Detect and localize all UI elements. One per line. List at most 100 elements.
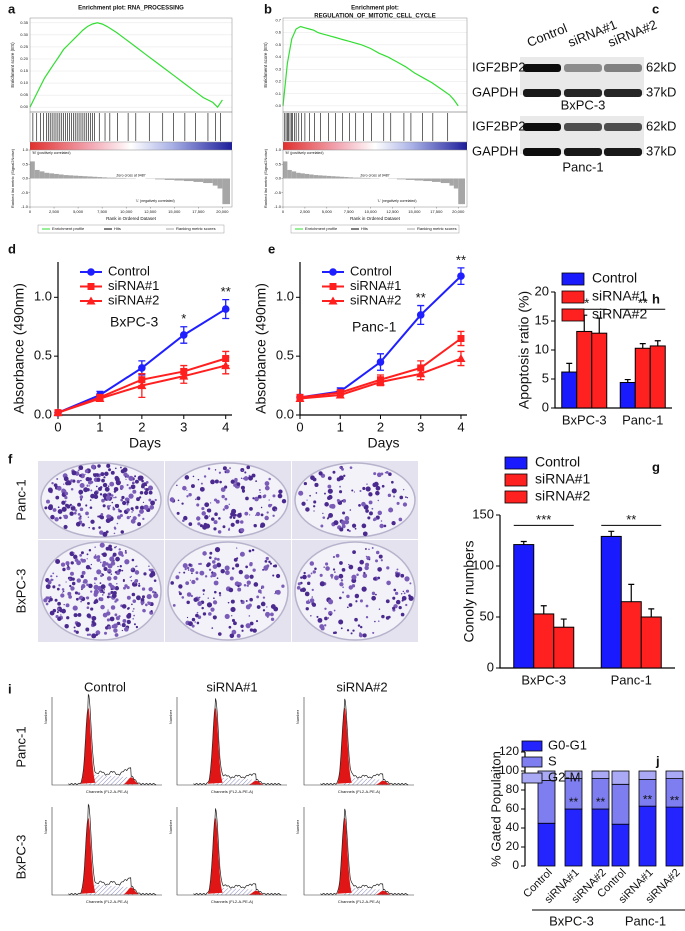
colony (300, 576, 303, 579)
size-label: 62kD (646, 59, 676, 74)
legend-swatch (561, 272, 585, 286)
colony (381, 484, 385, 488)
colony (369, 511, 373, 516)
colony (114, 504, 118, 507)
colony (145, 481, 149, 484)
colony (186, 489, 188, 492)
colony (231, 618, 236, 622)
marker (375, 377, 385, 386)
colony (255, 511, 261, 517)
colony (72, 552, 75, 554)
chart-title: REGULATION_OF_MITOTIC_CELL_CYCLE (314, 14, 435, 20)
legend-swatch (561, 290, 585, 304)
colony (376, 472, 382, 478)
colony (70, 561, 74, 565)
colony (246, 580, 251, 585)
colony (140, 597, 145, 602)
colony (86, 553, 89, 556)
colony (111, 593, 117, 599)
colony (116, 621, 121, 626)
colony (327, 617, 330, 619)
colony (78, 516, 82, 520)
flow-x-label: Channels (FL2-A-PE-A) (86, 899, 129, 904)
colony (398, 517, 403, 522)
colony (245, 565, 249, 569)
bar-segment (537, 780, 556, 824)
flow-axes (176, 697, 287, 786)
colony (381, 614, 385, 619)
bar (576, 330, 593, 409)
colony (116, 515, 121, 520)
colony (344, 516, 350, 521)
phase-s (86, 774, 136, 785)
colony (115, 598, 119, 602)
bar (634, 347, 651, 409)
colony (141, 483, 146, 487)
colony (73, 554, 78, 560)
colony (231, 567, 235, 570)
colony (110, 584, 115, 589)
colony (239, 551, 245, 557)
colony (119, 624, 122, 626)
flow-y-label: Number (43, 709, 48, 724)
y-tick-label: 0 (542, 399, 549, 414)
colony (93, 592, 98, 597)
colony (237, 513, 242, 518)
colony (142, 501, 145, 503)
colony (57, 616, 62, 621)
colony (148, 568, 152, 572)
legend-label: S (548, 753, 557, 768)
colony (76, 578, 82, 583)
colony (141, 587, 146, 591)
colony (281, 498, 287, 504)
legend-swatch (504, 473, 528, 487)
colony (361, 523, 367, 529)
legend-label: Ranking metric scores (417, 226, 457, 231)
colony (143, 488, 146, 490)
colony (224, 565, 230, 571)
colony (131, 567, 134, 571)
colony (110, 590, 114, 595)
colony (244, 511, 249, 516)
colony (375, 559, 379, 563)
legend-label: G0-G1 (548, 737, 587, 752)
y-axis-label: % Gated Populaiton (488, 751, 503, 867)
colony (240, 520, 244, 524)
colony (62, 591, 64, 593)
phase-g2 (123, 777, 139, 785)
colony (406, 497, 409, 499)
colony (352, 629, 355, 632)
es-line (29, 22, 223, 109)
x-tick-label: 1 (337, 419, 344, 434)
legend-label: Control (350, 263, 392, 278)
colony (375, 490, 380, 496)
colony (63, 514, 69, 520)
y-tick-label: 0.20 (20, 56, 29, 61)
legend-label: Control (592, 270, 637, 286)
colony (67, 479, 69, 481)
colony (64, 623, 69, 629)
colony (396, 501, 400, 505)
colony (221, 494, 225, 499)
colony (188, 492, 192, 497)
x-tick-label: 0 (29, 209, 32, 214)
colony (364, 565, 369, 571)
colony (107, 609, 109, 611)
flow-y-label: Number (168, 819, 173, 834)
colony (225, 570, 230, 576)
x-tick-label: 15,000 (408, 209, 421, 214)
colony (235, 480, 238, 484)
colony (70, 586, 75, 591)
colony (65, 603, 70, 608)
colony (240, 528, 245, 533)
colony (130, 579, 133, 582)
colony (80, 600, 83, 603)
colony (138, 584, 141, 587)
colony (83, 487, 89, 493)
metric-bar (414, 178, 424, 181)
colony (143, 490, 149, 495)
colony (262, 568, 265, 571)
colony (101, 498, 105, 503)
significance-label: * (181, 311, 186, 326)
metric-bar (396, 178, 406, 180)
